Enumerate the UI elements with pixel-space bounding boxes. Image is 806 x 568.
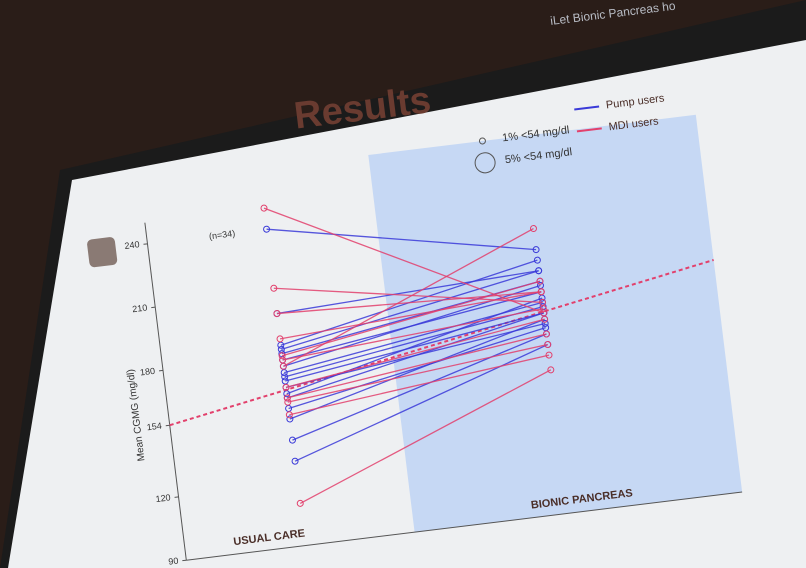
legend-swatch	[574, 105, 600, 111]
n-label: (n=34)	[208, 228, 235, 241]
point	[281, 373, 289, 381]
point	[282, 383, 290, 391]
point	[286, 415, 294, 423]
point	[285, 411, 293, 419]
point	[537, 288, 545, 296]
series-line	[284, 305, 544, 378]
point	[270, 284, 278, 292]
series-line	[287, 333, 547, 399]
point	[545, 351, 553, 359]
y-tick-label: 180	[139, 366, 155, 378]
point	[539, 305, 547, 313]
x-axis	[186, 491, 743, 561]
series-line	[285, 318, 545, 389]
point	[273, 310, 281, 318]
series-line	[287, 343, 548, 403]
series-line	[279, 291, 542, 340]
point	[541, 315, 549, 323]
point	[532, 246, 540, 254]
point	[288, 436, 296, 444]
point	[533, 256, 541, 264]
slide-content: iLet Bionic Pancreas ho Results (n=34) M…	[87, 0, 743, 567]
point	[547, 366, 555, 374]
point	[276, 335, 284, 343]
series-line	[281, 270, 539, 351]
series-line	[287, 312, 545, 399]
series-line	[266, 228, 537, 251]
series-line	[299, 369, 552, 504]
point	[283, 394, 291, 402]
series-line	[276, 291, 542, 315]
point	[541, 319, 549, 327]
device-icon	[87, 237, 118, 268]
series-line	[288, 327, 546, 410]
point	[529, 225, 537, 233]
y-axis	[144, 222, 187, 561]
point	[542, 330, 550, 338]
point	[284, 398, 292, 406]
point	[544, 341, 552, 349]
series-line	[282, 308, 544, 361]
y-tick-label: 154	[146, 421, 162, 433]
legend-swatch	[576, 127, 602, 133]
point	[291, 457, 299, 465]
point	[263, 225, 271, 233]
series-line	[283, 227, 534, 367]
series-line	[283, 284, 541, 367]
series-line	[289, 354, 550, 416]
series-line	[292, 333, 547, 441]
series-line	[289, 318, 545, 420]
series-line	[294, 343, 548, 462]
y-tick-label: 90	[168, 556, 179, 567]
point	[260, 204, 268, 212]
y-tick-label: 240	[124, 239, 140, 251]
point	[535, 267, 543, 275]
point	[296, 499, 304, 507]
bionic-panel	[368, 114, 743, 533]
series-line	[276, 270, 539, 315]
size-legend-circle	[478, 137, 486, 145]
point	[278, 352, 286, 360]
slide-header: iLet Bionic Pancreas ho	[549, 0, 676, 28]
y-tick-label: 120	[155, 492, 171, 504]
series-line	[285, 312, 545, 382]
point	[279, 362, 287, 370]
y-tick-label: 210	[132, 302, 148, 314]
point	[536, 277, 544, 285]
trend-line	[169, 258, 714, 427]
series-line	[286, 297, 543, 395]
size-legend-circle	[474, 152, 496, 174]
